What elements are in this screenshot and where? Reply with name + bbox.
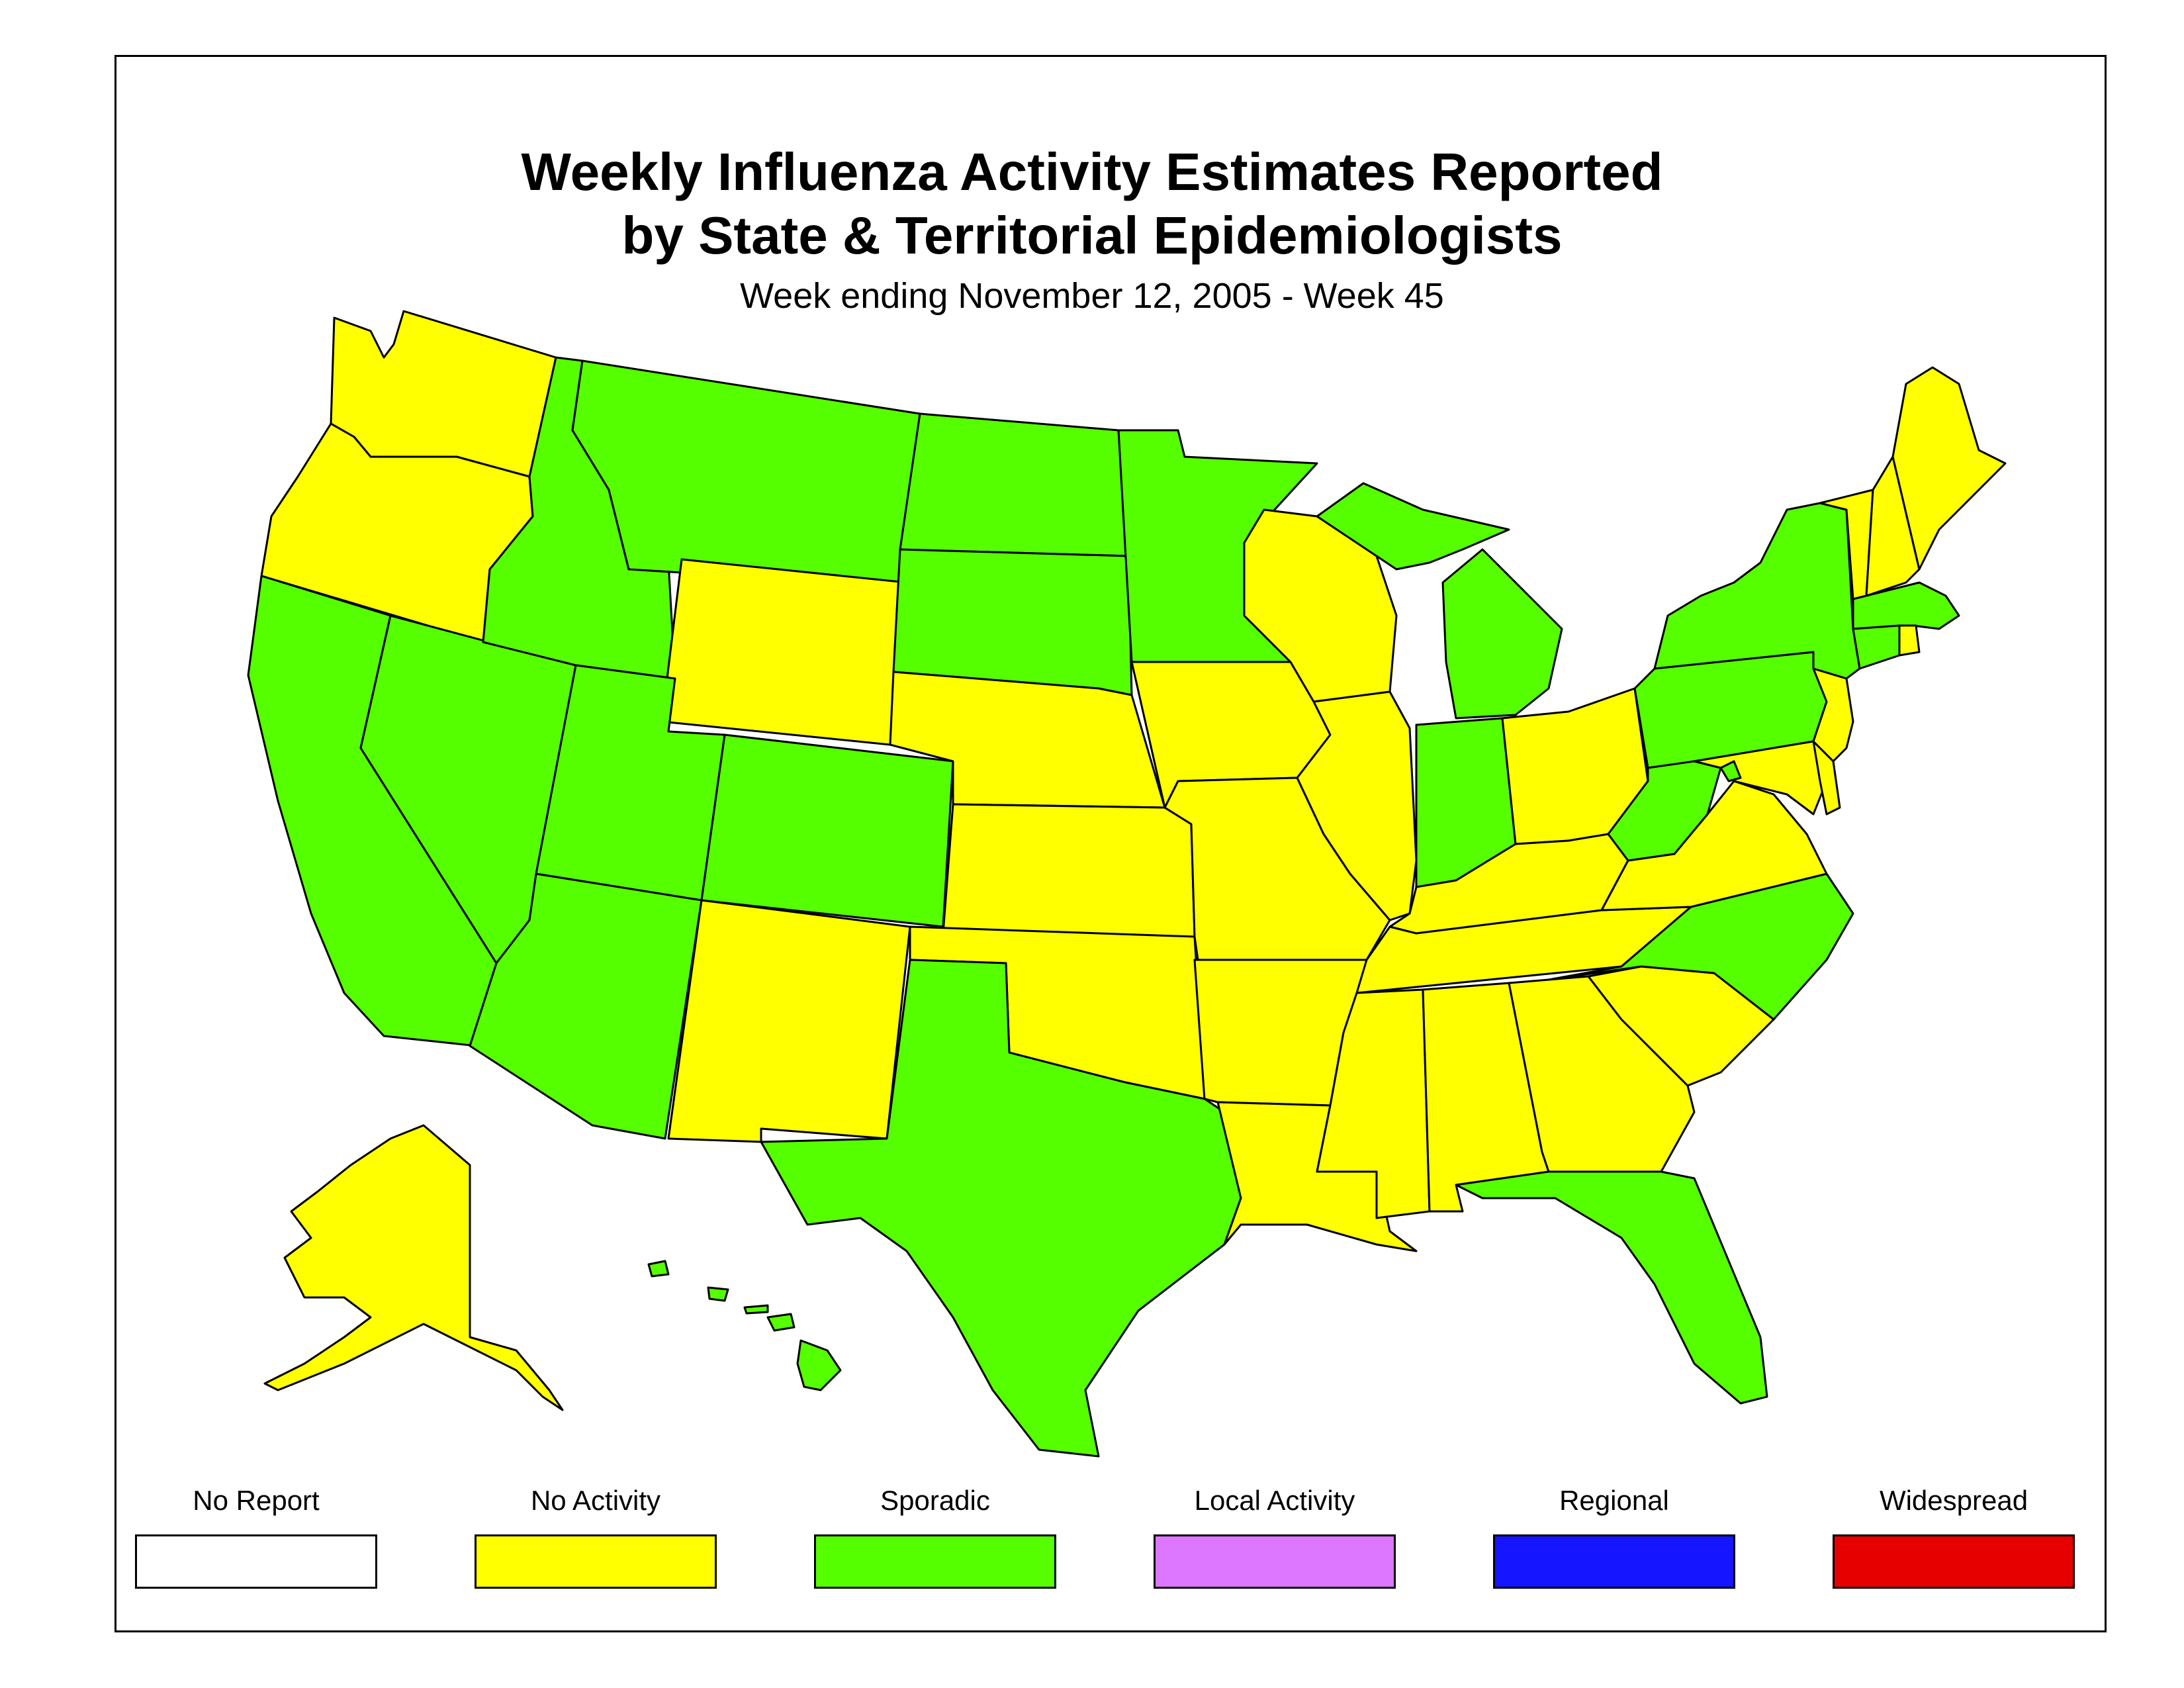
legend-swatch-no-activity	[475, 1534, 717, 1589]
legend-label-sporadic: Sporadic	[880, 1485, 990, 1516]
legend-label-widespread: Widespread	[1879, 1485, 2028, 1516]
state-HI-maui	[766, 1313, 796, 1332]
state-HI-oahu	[707, 1286, 729, 1302]
state-IL	[1296, 690, 1418, 921]
map-title-line1: Weekly Influenza Activity Estimates Repo…	[521, 142, 1663, 201]
legend-swatch-local-activity	[1154, 1534, 1396, 1589]
state-NM	[667, 899, 911, 1143]
state-MI	[1441, 548, 1563, 720]
state-MT	[571, 359, 921, 584]
legend-label-regional: Regional	[1559, 1485, 1669, 1516]
state-SD	[892, 548, 1133, 696]
state-HI-big	[796, 1339, 842, 1391]
state-ND	[899, 412, 1130, 557]
legend-label-local-activity: Local Activity	[1194, 1485, 1355, 1516]
state-HI-molokai	[743, 1304, 769, 1315]
state-MI-UP	[1316, 482, 1510, 571]
state-CT	[1852, 624, 1901, 670]
legend-swatch-widespread	[1833, 1534, 2075, 1589]
state-HI-kauai	[647, 1260, 670, 1278]
legend-label-no-report: No Report	[193, 1485, 320, 1516]
state-FL	[1455, 1170, 1768, 1405]
state-CO	[700, 733, 954, 928]
map-frame	[114, 55, 2107, 1632]
state-NJ	[1812, 667, 1854, 763]
state-AK	[263, 1124, 564, 1411]
legend-swatch-no-report	[135, 1534, 377, 1589]
state-WI	[1243, 508, 1398, 703]
state-KS	[942, 803, 1196, 938]
legend-swatch-sporadic	[814, 1534, 1056, 1589]
map-subtitle: Week ending November 12, 2005 - Week 45	[740, 276, 1444, 316]
legend-swatch-regional	[1493, 1534, 1735, 1589]
state-WY	[660, 558, 908, 746]
state-NY	[1653, 502, 1861, 680]
state-RI	[1898, 624, 1921, 657]
state-DC	[1719, 760, 1742, 782]
state-TX	[760, 959, 1242, 1458]
legend-label-no-activity: No Activity	[530, 1485, 661, 1516]
map-title-line2: by State & Territorial Epidemiologists	[621, 206, 1563, 265]
state-ME	[1891, 366, 2007, 571]
state-NH	[1865, 455, 1921, 597]
